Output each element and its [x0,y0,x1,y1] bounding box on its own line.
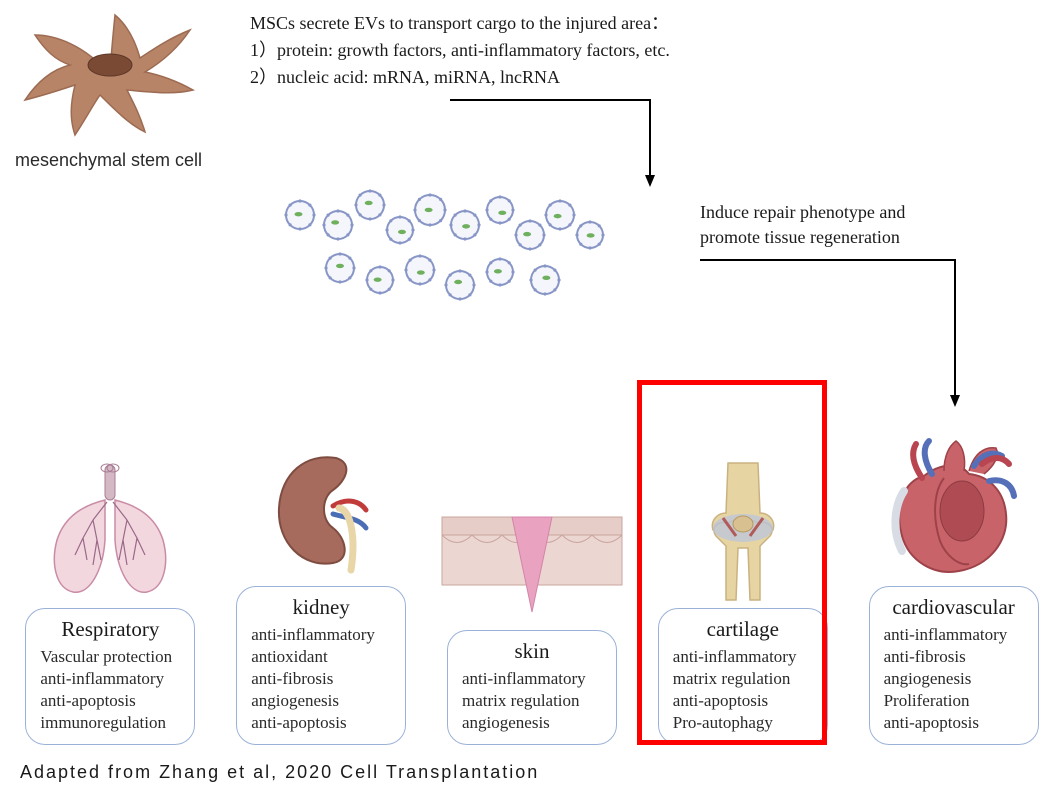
tissue-box-respiratory: Respiratory Vascular protection anti-inf… [25,608,195,745]
tissue-box-kidney: kidney anti-inflammatory antioxidant ant… [236,586,406,745]
tissue-box-skin: skin anti-inflammatory matrix regulation… [447,630,617,745]
ev-cluster [0,0,700,320]
kidney-icon [251,438,391,578]
tissue-col-kidney: kidney anti-inflammatory antioxidant ant… [221,436,421,745]
lungs-icon [35,460,185,600]
tissue-title-respiratory: Respiratory [40,617,180,642]
tissue-col-skin: skin anti-inflammatory matrix regulation… [432,480,632,745]
tissue-col-cartilage: cartilage anti-inflammatory matrix regul… [643,458,843,745]
tissue-box-cartilage: cartilage anti-inflammatory matrix regul… [658,608,828,745]
tissue-title-skin: skin [462,639,602,664]
tissue-title-kidney: kidney [251,595,391,620]
tissue-col-cardiovascular: cardiovascular anti-inflammatory anti-fi… [854,436,1054,745]
tissue-box-cardiovascular: cardiovascular anti-inflammatory anti-fi… [869,586,1039,745]
arrow-repair-to-tissues [700,255,980,415]
knee-joint-icon [688,458,798,603]
citation-text: Adapted from Zhang et al, 2020 Cell Tran… [20,762,539,783]
repair-line-2: promote tissue regeneration [700,225,905,250]
tissue-title-cartilage: cartilage [673,617,813,642]
repair-text: Induce repair phenotype and promote tiss… [700,200,905,250]
tissue-title-cardiovascular: cardiovascular [884,595,1024,620]
tissue-col-respiratory: Respiratory Vascular protection anti-inf… [10,458,210,745]
skin-icon [437,482,627,622]
tissue-row: Respiratory Vascular protection anti-inf… [0,436,1064,745]
heart-icon [874,436,1034,581]
repair-line-1: Induce repair phenotype and [700,200,905,225]
